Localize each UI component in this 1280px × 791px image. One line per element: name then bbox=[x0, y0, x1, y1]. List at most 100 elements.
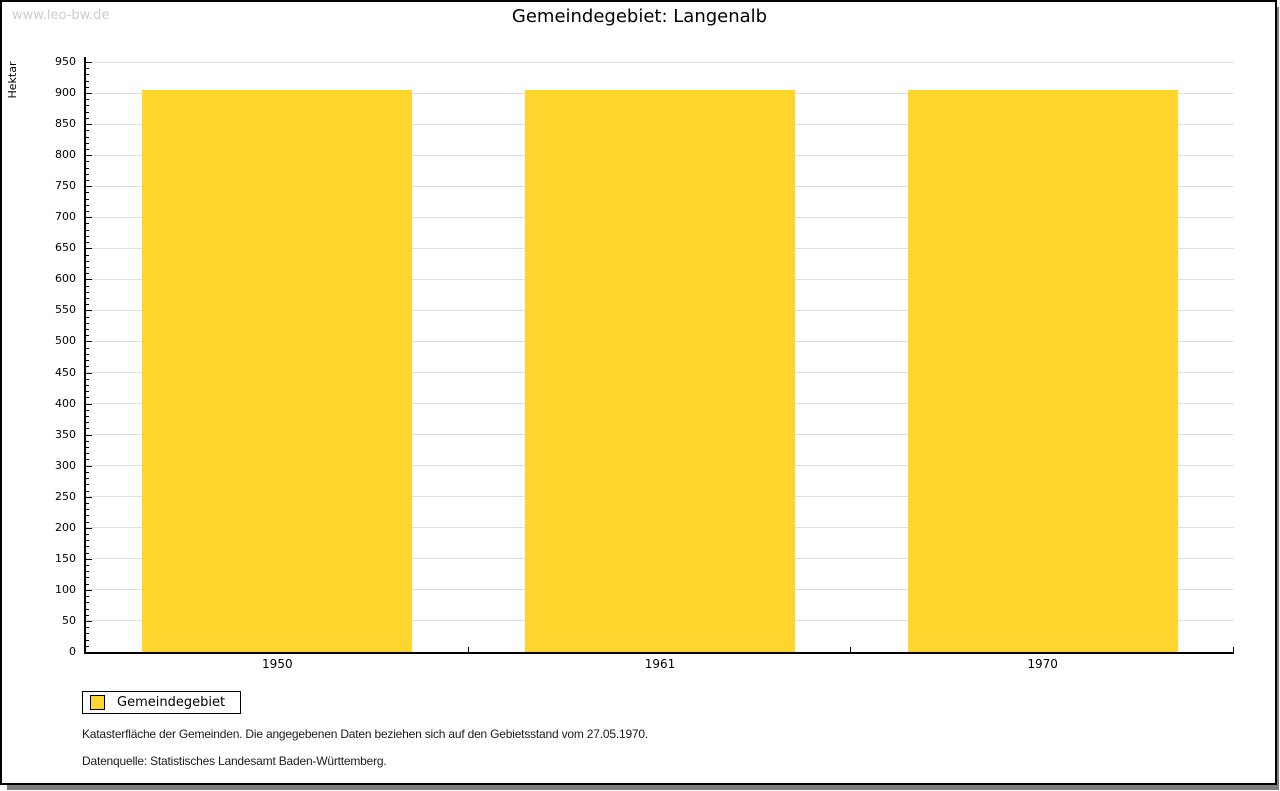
y-minor-tick bbox=[86, 211, 89, 213]
y-major-tick bbox=[86, 527, 92, 529]
y-tick-label: 300 bbox=[55, 458, 76, 472]
y-tick-label: 900 bbox=[55, 86, 76, 100]
y-minor-tick bbox=[86, 136, 89, 138]
y-tick-label: 0 bbox=[69, 645, 76, 658]
y-tick-label: 850 bbox=[55, 117, 76, 131]
y-minor-tick bbox=[86, 384, 89, 386]
y-minor-tick bbox=[86, 366, 89, 368]
y-minor-tick bbox=[86, 329, 89, 331]
y-minor-tick bbox=[86, 74, 89, 76]
y-minor-tick bbox=[86, 80, 89, 82]
y-minor-tick bbox=[86, 322, 89, 324]
y-tick-label: 150 bbox=[55, 551, 76, 565]
y-minor-tick bbox=[86, 428, 89, 430]
y-minor-tick bbox=[86, 298, 89, 299]
y-minor-tick bbox=[86, 285, 89, 287]
chart-title: Gemeindegebiet: Langenalb bbox=[511, 6, 768, 27]
y-minor-tick bbox=[86, 509, 89, 511]
y-minor-tick bbox=[86, 260, 89, 262]
y-major-tick bbox=[86, 620, 92, 622]
y-minor-tick bbox=[86, 223, 89, 225]
y-minor-tick bbox=[86, 409, 89, 411]
gridline bbox=[86, 61, 1234, 63]
y-minor-tick bbox=[86, 335, 89, 337]
y-minor-tick bbox=[86, 521, 89, 523]
y-minor-tick bbox=[86, 198, 89, 200]
y-minor-tick bbox=[86, 459, 89, 461]
y-major-tick bbox=[86, 279, 92, 281]
y-major-tick bbox=[86, 124, 92, 126]
y-minor-tick bbox=[86, 148, 89, 150]
y-minor-tick bbox=[86, 447, 89, 449]
legend-color-swatch bbox=[90, 695, 105, 710]
y-minor-tick bbox=[86, 167, 89, 169]
y-minor-tick bbox=[86, 614, 89, 616]
x-boundary-tick bbox=[467, 647, 469, 652]
y-minor-tick bbox=[86, 484, 89, 486]
y-minor-tick bbox=[86, 242, 89, 244]
y-minor-tick bbox=[86, 266, 89, 268]
y-minor-tick bbox=[86, 565, 89, 567]
y-tick-label: 50 bbox=[62, 613, 76, 627]
y-tick-label: 200 bbox=[55, 520, 76, 534]
y-tick-label: 750 bbox=[55, 179, 76, 193]
y-tick-label: 650 bbox=[55, 241, 76, 255]
y-minor-tick bbox=[86, 627, 89, 629]
y-minor-tick bbox=[86, 397, 89, 399]
y-minor-tick bbox=[86, 68, 89, 70]
y-minor-tick bbox=[86, 180, 89, 181]
y-minor-tick bbox=[86, 347, 89, 349]
y-minor-tick bbox=[86, 416, 89, 417]
y-minor-tick bbox=[86, 235, 89, 237]
y-minor-tick bbox=[86, 571, 89, 573]
y-minor-tick bbox=[86, 291, 89, 293]
y-tick-label: 400 bbox=[55, 396, 76, 410]
y-minor-tick bbox=[86, 105, 89, 107]
watermark: www.leo-bw.de bbox=[12, 8, 110, 23]
bar bbox=[142, 90, 412, 652]
y-minor-tick bbox=[86, 471, 89, 473]
y-minor-tick bbox=[86, 645, 89, 647]
x-boundary-tick bbox=[1233, 647, 1234, 652]
y-minor-tick bbox=[86, 204, 89, 206]
footnote-source: Datenquelle: Statistisches Landesamt Bad… bbox=[82, 754, 387, 768]
y-major-tick bbox=[86, 558, 92, 560]
y-tick-label: 550 bbox=[55, 303, 76, 317]
y-major-tick bbox=[86, 310, 92, 312]
y-minor-tick bbox=[86, 117, 89, 119]
legend: Gemeindegebiet bbox=[82, 691, 242, 714]
y-major-tick bbox=[86, 434, 92, 436]
y-major-tick bbox=[86, 62, 92, 63]
x-boundary-tick bbox=[850, 647, 852, 652]
y-tick-label: 500 bbox=[55, 334, 76, 348]
y-minor-tick bbox=[86, 173, 89, 175]
y-tick-label: 100 bbox=[55, 582, 76, 596]
y-major-tick bbox=[86, 652, 92, 653]
y-major-tick bbox=[86, 465, 92, 467]
y-tick-label: 450 bbox=[55, 365, 76, 379]
y-minor-tick bbox=[86, 161, 89, 163]
y-minor-tick bbox=[86, 440, 89, 442]
y-tick-label: 250 bbox=[55, 489, 76, 503]
y-minor-tick bbox=[86, 633, 89, 635]
y-minor-tick bbox=[86, 422, 89, 424]
y-minor-tick bbox=[86, 490, 89, 492]
y-major-tick bbox=[86, 248, 92, 250]
y-axis-label: Hektar bbox=[6, 61, 19, 99]
bar bbox=[525, 90, 795, 652]
y-minor-tick bbox=[86, 192, 89, 194]
footnote-description: Katasterfläche der Gemeinden. Die angege… bbox=[82, 727, 649, 741]
y-minor-tick bbox=[86, 229, 89, 231]
y-major-tick bbox=[86, 186, 92, 188]
y-major-tick bbox=[86, 155, 92, 157]
y-minor-tick bbox=[86, 540, 89, 542]
y-minor-tick bbox=[86, 99, 89, 101]
y-minor-tick bbox=[86, 142, 89, 144]
y-major-tick bbox=[86, 372, 92, 374]
y-major-tick bbox=[86, 496, 92, 498]
y-tick-label: 600 bbox=[55, 272, 76, 286]
y-minor-tick bbox=[86, 111, 89, 113]
y-minor-tick bbox=[86, 86, 89, 88]
y-minor-tick bbox=[86, 639, 89, 641]
